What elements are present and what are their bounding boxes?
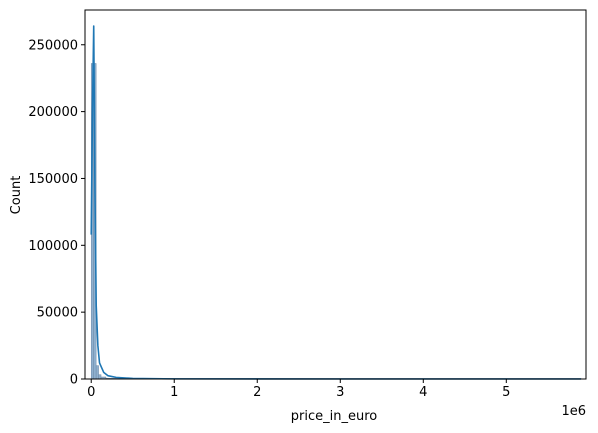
axes-frame <box>84 9 587 380</box>
y-tick-label: 150000 <box>28 172 78 187</box>
x-axis-ticks: 0 1 2 3 4 5 <box>87 379 510 400</box>
x-tick-label: 3 <box>336 385 344 400</box>
plot-area <box>85 10 586 379</box>
x-tick-label: 5 <box>502 385 510 400</box>
y-tick-label: 100000 <box>28 239 78 254</box>
y-axis-label: Count <box>9 176 24 215</box>
x-tick-label: 2 <box>253 385 261 400</box>
x-axis-label: price_in_euro <box>291 409 378 424</box>
x-tick-label: 0 <box>87 385 95 400</box>
y-tick-label: 250000 <box>28 38 78 53</box>
histogram-bar <box>98 374 102 380</box>
y-tick-label: 0 <box>70 373 78 388</box>
x-tick-label: 1 <box>170 385 178 400</box>
y-tick-label: 50000 <box>37 306 78 321</box>
y-axis-ticks: 0 50000 100000 150000 200000 250000 <box>28 38 85 388</box>
histogram-bar <box>95 365 99 380</box>
x-tick-label: 4 <box>419 385 427 400</box>
plot-background <box>85 10 586 379</box>
axes-spines <box>84 9 587 380</box>
x-axis-offset-label: 1e6 <box>561 404 586 419</box>
y-tick-label: 200000 <box>28 105 78 120</box>
